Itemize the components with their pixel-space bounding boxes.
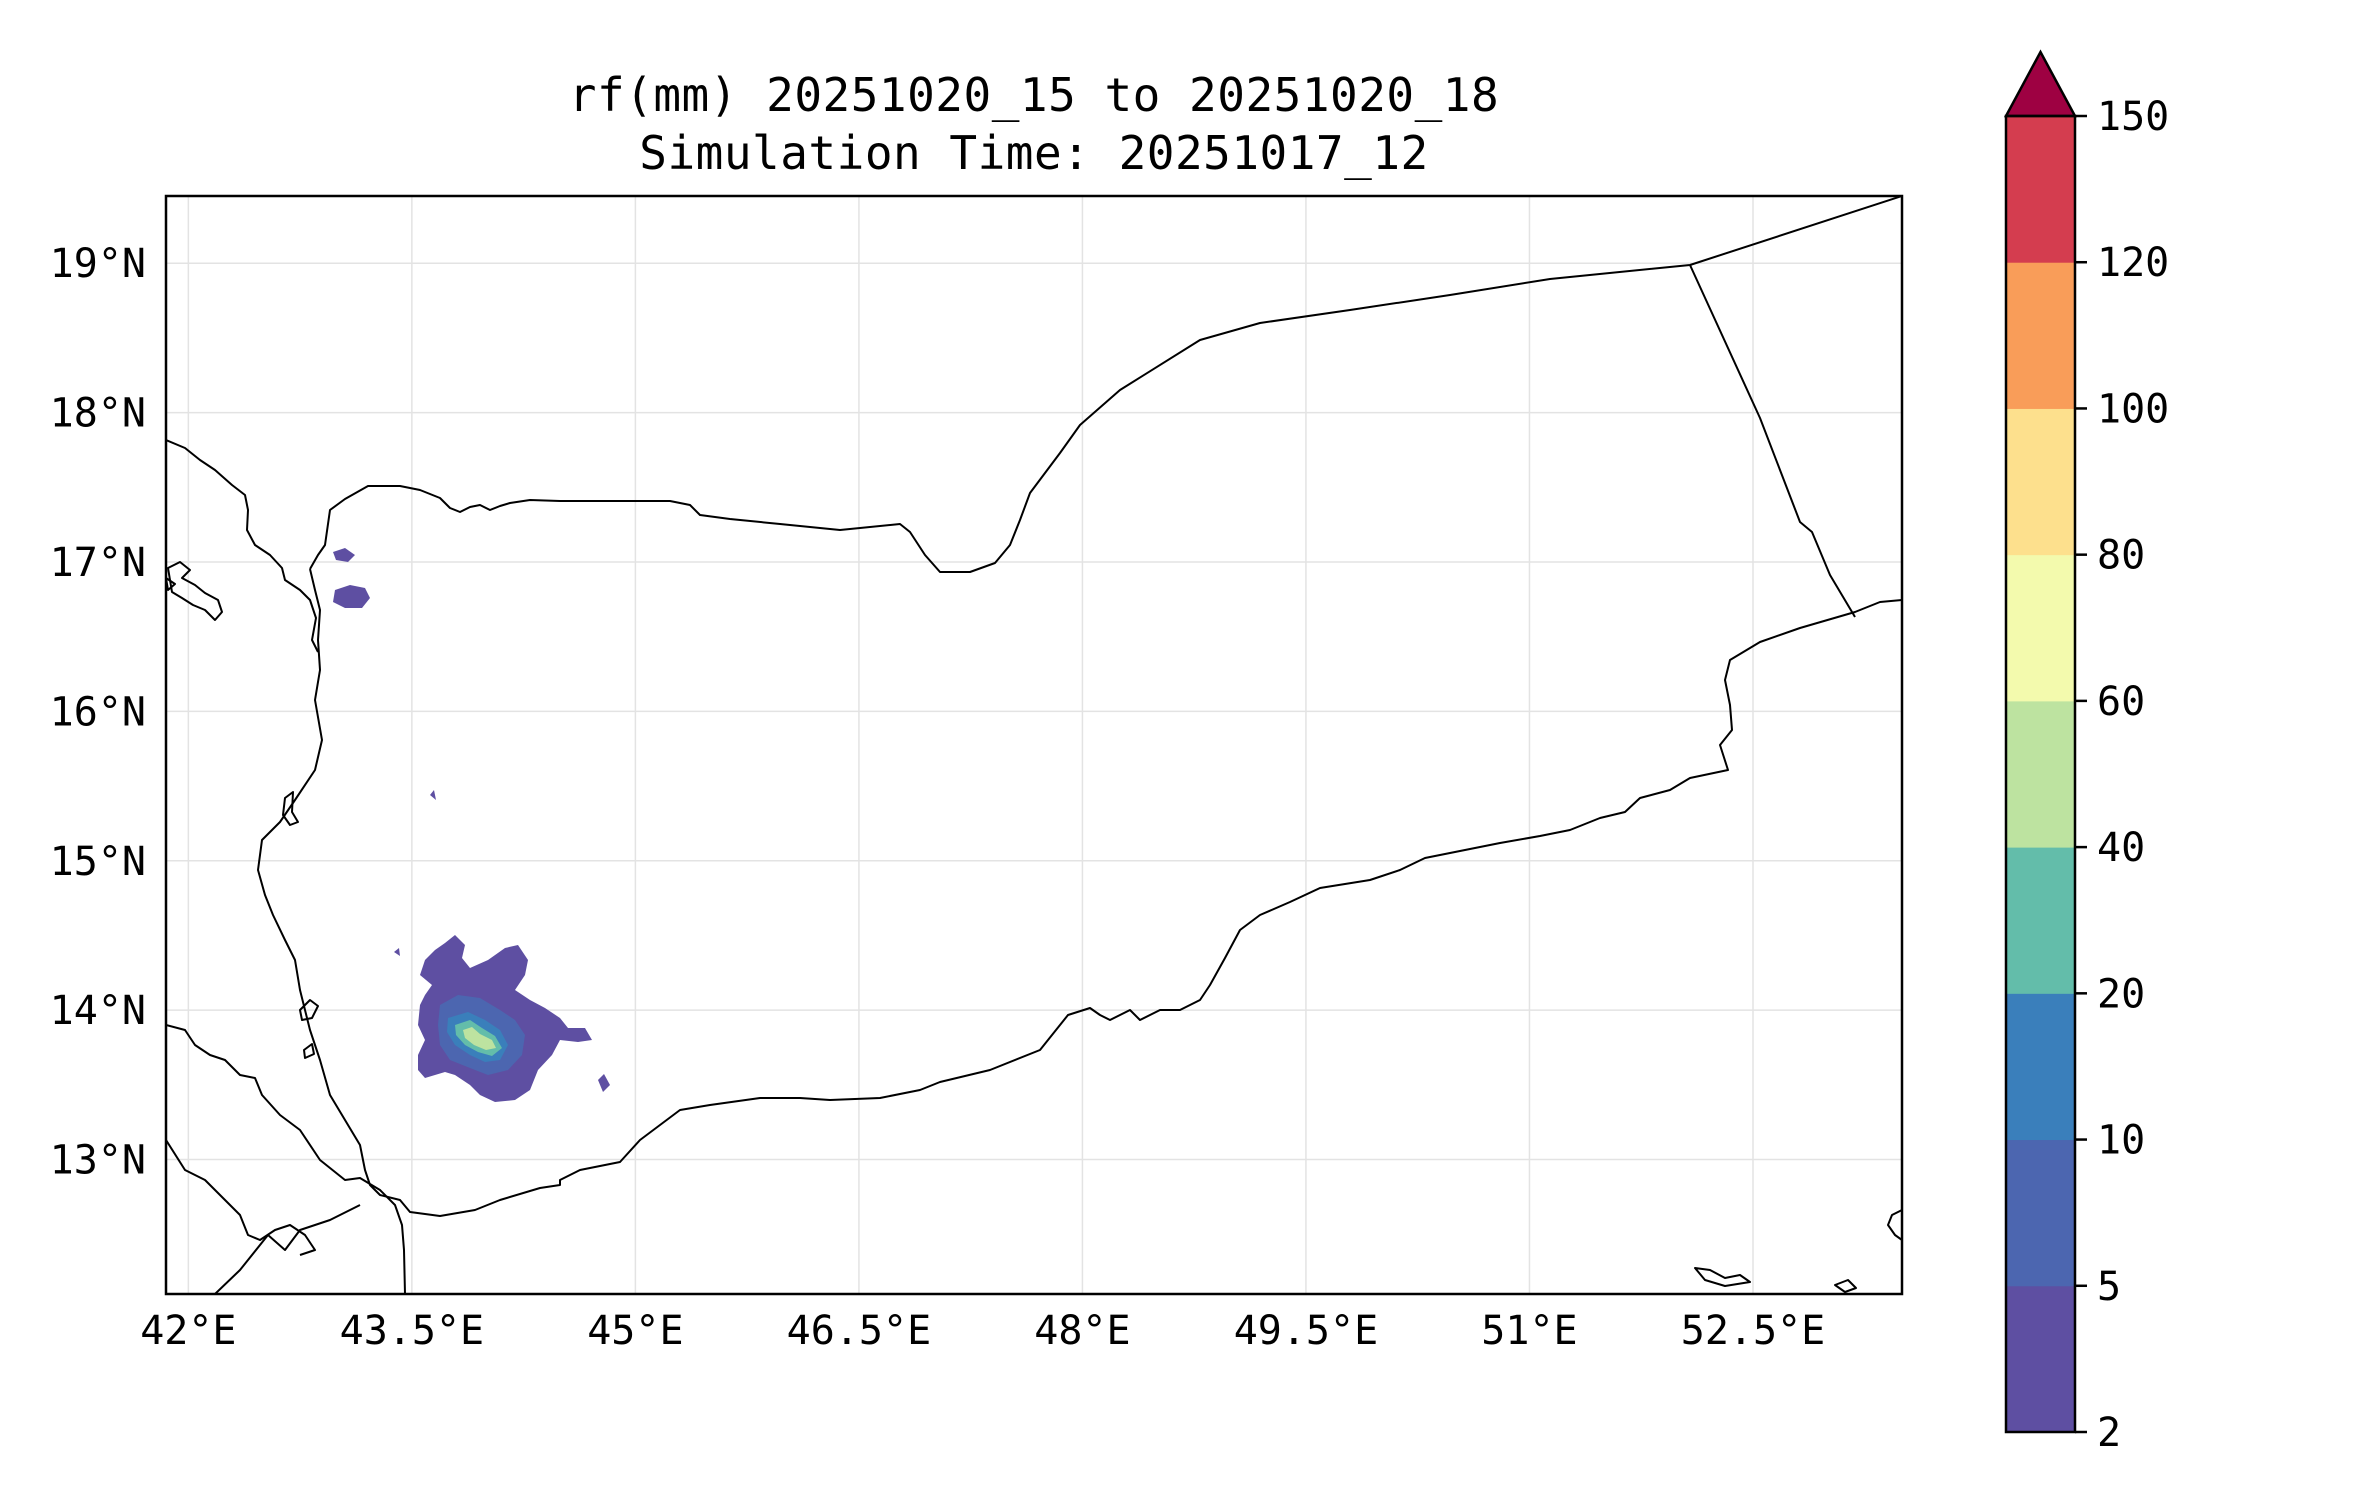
colorbar-segment bbox=[2006, 700, 2075, 848]
lon-tick-label: 52.5°E bbox=[1681, 1308, 1826, 1354]
rain-cell-north-1 bbox=[333, 548, 355, 562]
yemen-south-coastline bbox=[257, 568, 1902, 1217]
lat-tick-label: 17°N bbox=[50, 540, 146, 586]
lat-tick-label: 13°N bbox=[50, 1138, 146, 1184]
eritrea-coastline bbox=[166, 1024, 406, 1294]
farasan-islands bbox=[167, 561, 223, 621]
small-island bbox=[1834, 1279, 1857, 1293]
rain-cell-east bbox=[598, 1074, 610, 1092]
colorbar-segment bbox=[2006, 116, 2075, 263]
lon-tick-label: 43.5°E bbox=[340, 1308, 485, 1354]
socotra-islands bbox=[1694, 1267, 1751, 1287]
longitude-tick-labels: 42°E 43.5°E 45°E 46.5°E 48°E 49.5°E 51°E 52.5°E bbox=[140, 1308, 1825, 1354]
colorbar-tick-label: 5 bbox=[2097, 1264, 2121, 1310]
lat-tick-label: 15°N bbox=[50, 839, 146, 885]
lat-tick-label: 16°N bbox=[50, 689, 146, 735]
colorbar-tick-label: 150 bbox=[2097, 94, 2169, 140]
colorbar-tick-label: 20 bbox=[2097, 971, 2145, 1017]
rain-cell-north-2 bbox=[333, 585, 370, 608]
colorbar-tick-label: 60 bbox=[2097, 679, 2145, 725]
lon-tick-label: 45°E bbox=[587, 1308, 683, 1354]
zuqar-island bbox=[303, 1043, 315, 1059]
colorbar-outline bbox=[2004, 114, 2077, 1434]
colorbar-segment bbox=[2006, 1285, 2075, 1433]
rainfall-contours bbox=[333, 548, 610, 1102]
rain-40-60mm-area bbox=[463, 1027, 496, 1050]
yemen-saudi-border bbox=[309, 196, 1902, 573]
lat-tick-label: 18°N bbox=[50, 391, 146, 437]
colorbar: 2 5 10 20 40 60 80 100 120 150 bbox=[2003, 49, 2169, 1456]
lon-tick-label: 48°E bbox=[1034, 1308, 1130, 1354]
colorbar-tick-label: 2 bbox=[2097, 1410, 2121, 1456]
hanish-island bbox=[299, 999, 319, 1021]
lon-tick-label: 42°E bbox=[140, 1308, 236, 1354]
map-subtitle: Simulation Time: 20251017_12 bbox=[639, 126, 1429, 180]
rain-cell-dot-2 bbox=[394, 948, 400, 956]
lon-tick-label: 49.5°E bbox=[1234, 1308, 1379, 1354]
colorbar-tick-label: 40 bbox=[2097, 825, 2145, 871]
map-title: rf(mm) 20251020_15 to 20251020_18 bbox=[568, 68, 1500, 122]
bab-el-mandeb-coast bbox=[166, 1139, 316, 1256]
colorbar-tick-label: 120 bbox=[2097, 240, 2169, 286]
colorbar-segment bbox=[2006, 408, 2075, 556]
kamaran-island bbox=[282, 791, 299, 826]
lat-tick-label: 14°N bbox=[50, 988, 146, 1034]
saudi-red-sea-coastline bbox=[166, 439, 319, 653]
lat-tick-label: 19°N bbox=[50, 241, 146, 287]
colorbar-segment bbox=[2006, 262, 2075, 409]
lon-tick-label: 51°E bbox=[1481, 1308, 1577, 1354]
colorbar-tick-label: 80 bbox=[2097, 533, 2145, 579]
eritrea-djibouti-border bbox=[214, 1204, 361, 1294]
colorbar-extend-arrow bbox=[2003, 49, 2078, 118]
colorbar-tick-label: 10 bbox=[2097, 1118, 2145, 1164]
colorbar-tick-label: 100 bbox=[2097, 386, 2169, 432]
colorbar-segment bbox=[2006, 993, 2075, 1141]
socotra-coast bbox=[1887, 1209, 1902, 1241]
rain-cell-dot-1 bbox=[430, 790, 436, 800]
colorbar-segment bbox=[2006, 1139, 2075, 1287]
colorbar-segment bbox=[2006, 554, 2075, 702]
lon-tick-label: 46.5°E bbox=[787, 1308, 932, 1354]
yemen-oman-border bbox=[1689, 264, 1856, 618]
latitude-tick-labels: 19°N 18°N 17°N 16°N 15°N 14°N 13°N bbox=[50, 241, 146, 1183]
map-gridlines bbox=[166, 196, 1902, 1294]
colorbar-segment bbox=[2006, 847, 2075, 994]
map-frame bbox=[164, 194, 1904, 1296]
